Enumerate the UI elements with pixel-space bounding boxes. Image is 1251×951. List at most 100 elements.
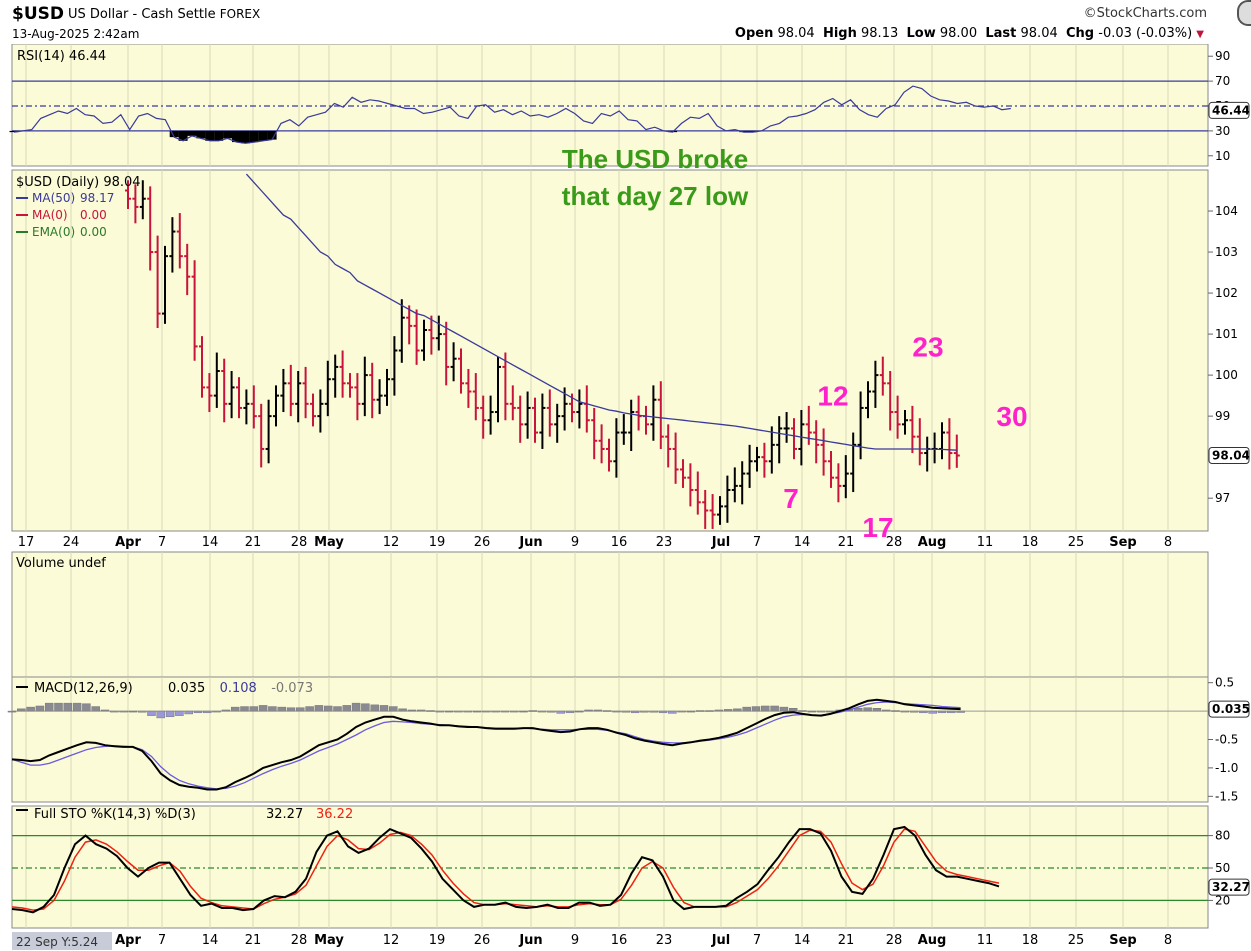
x-tick-label: 26 (474, 535, 491, 550)
macd-histogram-bar (193, 710, 203, 714)
macd-histogram-bar (723, 709, 733, 712)
price-y-tick: 97 (1215, 491, 1230, 505)
macd-histogram-bar (26, 706, 35, 712)
macd-histogram-bar (509, 710, 519, 713)
x-tick-label: 24 (63, 535, 80, 550)
macd-histogram-bar (863, 707, 872, 712)
collapse-tab-icon[interactable] (1237, 0, 1251, 26)
macd-histogram-bar (482, 710, 491, 713)
macd-histogram-bar (296, 707, 305, 712)
x-tick-label: 23 (656, 933, 673, 948)
sto-k-line (11, 825, 1000, 914)
x-tick-label: 11 (977, 933, 994, 948)
x-tick-label: 21 (838, 535, 855, 550)
volume-panel: Volume undef (11, 551, 1209, 678)
volume-bg (11, 551, 1209, 678)
x-tick-label: 21 (245, 933, 262, 948)
chart-header: $USD US Dollar - Cash Settle FOREX 13-Au… (0, 0, 1251, 44)
macd-histogram-bar (816, 710, 826, 713)
macd-histogram-bar (323, 705, 333, 712)
x-tick-label: 17 (18, 535, 35, 550)
rsi-oversold-fill (267, 130, 277, 140)
macd-histogram-bar (286, 707, 296, 712)
macd-histogram-bar (891, 710, 900, 712)
macd-histogram-bar (221, 709, 231, 712)
rsi-oversold-fill (240, 130, 250, 144)
macd-histogram-bar (807, 710, 817, 713)
macd-histogram-bar (389, 706, 398, 712)
macd-bg (11, 676, 1209, 803)
macd-histogram-bar (351, 702, 361, 712)
price-y-tick: 101 (1215, 327, 1238, 341)
x-tick-label: 28 (886, 535, 903, 550)
x-tick-label: 14 (794, 535, 811, 550)
macd-y-tick: -1.5 (1215, 789, 1238, 803)
macd-histogram-bar (621, 710, 631, 713)
macd-histogram-bar (798, 710, 807, 712)
price-y-tick: 100 (1215, 368, 1238, 382)
macd-histogram-bar (872, 708, 882, 712)
macd-histogram-bar (761, 705, 770, 712)
macd-histogram-bar (333, 706, 342, 712)
sto-title-value: 32.27 (266, 807, 303, 822)
x-tick-label: 14 (794, 933, 811, 948)
macd-histogram-bar (677, 710, 686, 713)
bottom-x-axis: 1724Apr7142128May121926Jun91623Jul714212… (12, 932, 1172, 950)
macd-histogram-bar (575, 710, 584, 713)
x-tick-label: 21 (838, 933, 855, 948)
macd-histogram-bar (54, 702, 63, 712)
macd-histogram-bar (854, 708, 863, 712)
macd-histogram-bar (361, 703, 370, 712)
volume-title: Volume undef (16, 556, 106, 571)
macd-histogram-bar (537, 710, 547, 713)
macd-histogram-bar (91, 706, 100, 712)
macd-histogram-bar (379, 705, 389, 712)
macd-panel: 0.5 -0.5 -1.0 -1.5 MACD(12,26,9) 0.035 0.108 -0… (7, 676, 1250, 803)
price-y-tick: 99 (1215, 409, 1230, 423)
rsi-oversold-fill (258, 130, 268, 141)
x-tick-label: 28 (291, 933, 308, 948)
macd-histogram-bar (472, 710, 482, 713)
macd-histogram-bar (779, 706, 789, 712)
rsi-oversold-fill (205, 130, 215, 141)
macd-histogram-bar (751, 706, 761, 712)
rsi-title: RSI(14) 46.44 (17, 49, 106, 64)
macd-histogram-bar (137, 710, 147, 713)
price-y-tick: 104 (1215, 204, 1238, 218)
macd-histogram-bar (147, 710, 156, 716)
rsi-oversold-fill (232, 130, 241, 143)
x-tick-label: 11 (977, 535, 994, 550)
macd-histogram-bar (416, 709, 426, 712)
x-tick-label: 8 (1164, 933, 1172, 948)
macd-histogram-bar (928, 710, 937, 714)
macd-histogram-bar (630, 710, 640, 714)
legend-value: 98.17 (80, 191, 114, 205)
x-tick-label: Jul (711, 535, 731, 550)
x-tick-label: 19 (429, 535, 446, 550)
macd-y-tick: 0.5 (1215, 676, 1234, 690)
macd-histogram-bar (44, 702, 54, 712)
macd-histogram-bar (72, 702, 82, 712)
x-tick-label: 28 (886, 933, 903, 948)
sto-title: Full STO %K(14,3) %D(3) (34, 807, 196, 822)
macd-histogram-bar (956, 710, 965, 713)
macd-histogram-bar (398, 708, 407, 712)
macd-histogram-bar (156, 710, 166, 719)
macd-histogram-bar (100, 709, 110, 712)
macd-histogram-bar (119, 710, 128, 713)
rsi-value-badge: 46.44 (1212, 103, 1250, 117)
rsi-oversold-fill (223, 130, 233, 139)
macd-title: MACD(12,26,9) (34, 681, 133, 696)
x-tick-label: Jun (518, 933, 542, 948)
macd-histogram-bar (444, 710, 454, 713)
macd-histogram-bar (705, 710, 714, 712)
ma50-line (245, 173, 957, 451)
x-tick-label: 7 (753, 535, 761, 550)
macd-histogram-bar (584, 709, 593, 712)
price-y-tick: 102 (1215, 286, 1238, 300)
macd-histogram-bar (342, 705, 352, 712)
macd-histogram-bar (612, 710, 621, 713)
macd-histogram-bar (435, 710, 445, 713)
macd-histogram-bar (463, 710, 472, 713)
